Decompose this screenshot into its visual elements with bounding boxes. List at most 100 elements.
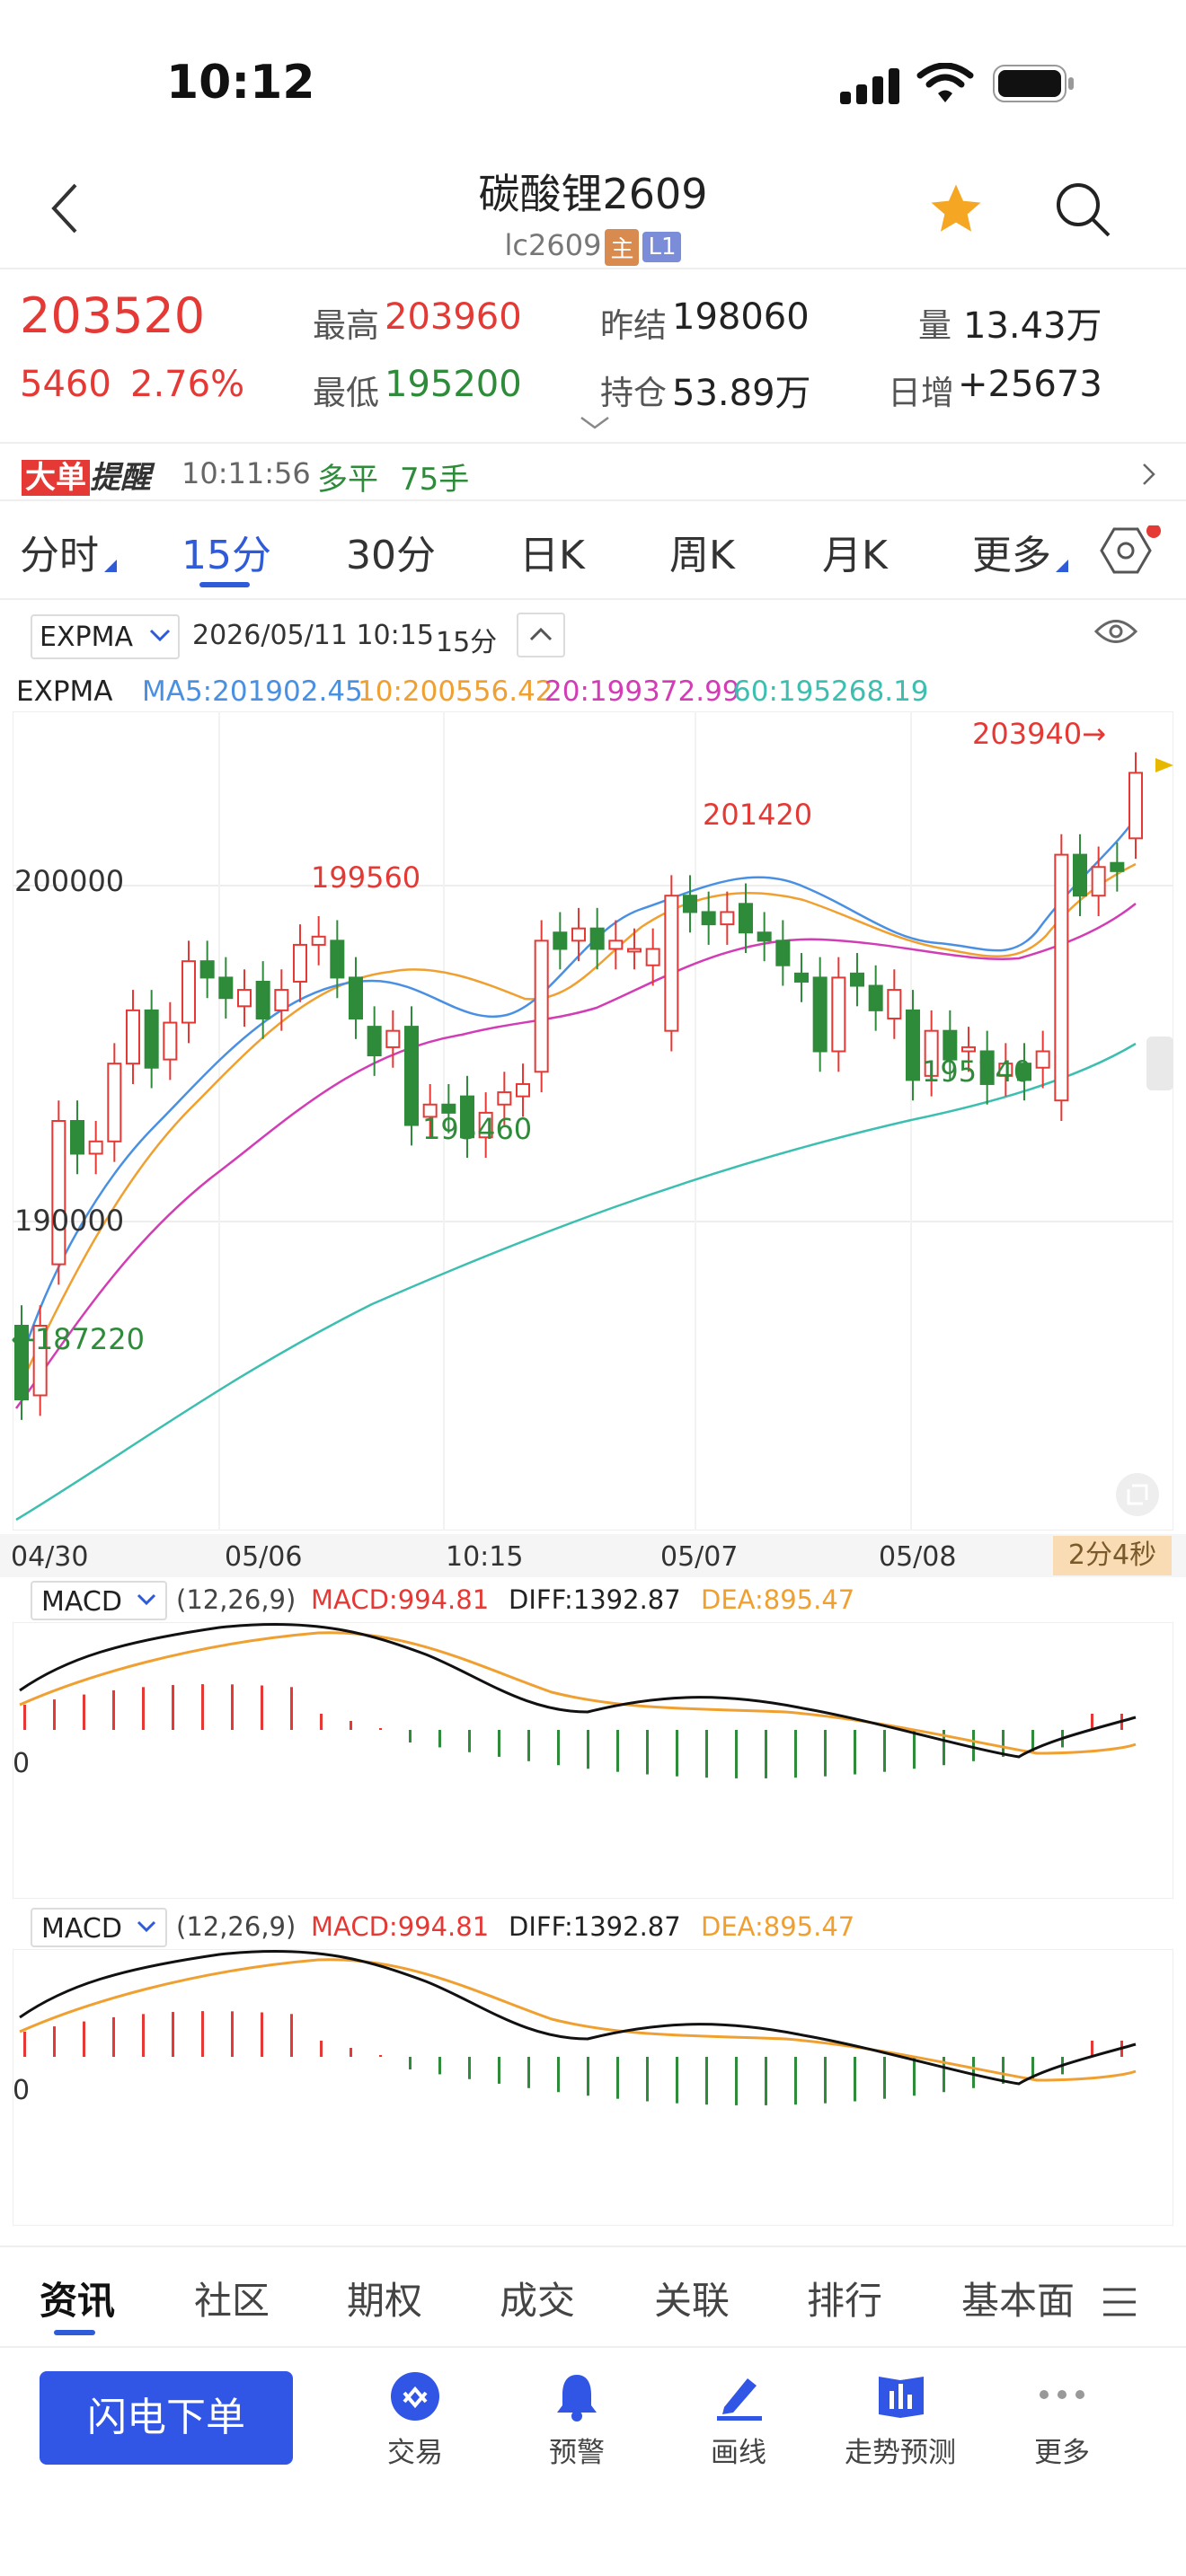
macd-bar: [1091, 1714, 1093, 1730]
x-tick-0508: 05/08: [879, 1541, 957, 1573]
macd-bar: [261, 2012, 263, 2057]
macd-bar: [943, 2057, 945, 2093]
current-price-marker: [1155, 758, 1173, 772]
bottom-tab-news[interactable]: 资讯: [40, 2279, 116, 2323]
bottom-tabs-menu-button[interactable]: [1102, 2287, 1137, 2321]
macd-bar: [972, 1730, 975, 1761]
bottom-tab-fundamentals[interactable]: 基本面: [961, 2279, 1075, 2323]
status-time: 10:12: [166, 56, 315, 110]
favorite-button[interactable]: [925, 180, 987, 243]
chart-settings-button[interactable]: [1098, 524, 1161, 581]
chevron-down-icon: [137, 1593, 156, 1606]
macd-bar: [350, 1721, 352, 1730]
candle: [199, 960, 215, 979]
macd-bar: [587, 1730, 589, 1769]
candle: [516, 1082, 530, 1098]
candle: [126, 1009, 140, 1065]
side-panel-handle[interactable]: [1146, 1037, 1173, 1090]
ema60-line: [15, 1042, 1137, 1522]
macd-bar: [83, 1694, 85, 1730]
candle: [1035, 1050, 1050, 1069]
bottom-tab-related[interactable]: 关联: [654, 2279, 730, 2323]
candle: [645, 948, 660, 966]
candle: [664, 895, 679, 1032]
expand-quote-button[interactable]: [580, 415, 610, 435]
star-icon: [931, 184, 981, 232]
macd-bar: [1091, 2041, 1093, 2057]
collapse-toolbar-button[interactable]: [517, 613, 565, 657]
candle: [739, 903, 753, 934]
alert-time: 10:11:56: [181, 456, 311, 490]
tab-timeshare[interactable]: 分时: [20, 533, 99, 578]
macd-chart-2[interactable]: [13, 1949, 1173, 2226]
search-button[interactable]: [1053, 180, 1114, 244]
tab-daily[interactable]: 日K: [519, 533, 585, 578]
tab-15min[interactable]: 15分: [181, 533, 271, 578]
macd-bar: [231, 1684, 234, 1730]
toolbar-trade[interactable]: 交易: [325, 2371, 505, 2470]
candle: [144, 1009, 159, 1069]
daily-increase-value: +25673: [958, 364, 1102, 405]
macd-bar: [646, 2057, 649, 2102]
page-title: 碳酸锂2609: [478, 170, 708, 218]
macd-bar: [498, 2057, 500, 2084]
bottom-tab-community[interactable]: 社区: [194, 2279, 270, 2323]
candlestick-chart[interactable]: [13, 711, 1173, 1531]
macd-bar: [83, 2021, 85, 2057]
bell-icon: [557, 2375, 597, 2422]
prev-settle-value: 198060: [672, 296, 810, 338]
candle: [906, 1009, 920, 1081]
legend-ma60: 60:195268.19: [733, 675, 929, 708]
tab-weekly[interactable]: 周K: [669, 533, 735, 578]
toolbar-trend-forecast[interactable]: 走势预测: [810, 2371, 990, 2470]
toolbar-more[interactable]: 更多: [972, 2371, 1152, 2470]
low-label: 最低: [313, 374, 379, 412]
chevron-left-icon: [51, 183, 77, 234]
diff-value-2: DIFF:1392.87: [509, 1911, 681, 1942]
macd-bar: [557, 1730, 560, 1766]
more-dots-icon: [1040, 2390, 1084, 2399]
candle: [924, 1029, 939, 1077]
macd-bar: [705, 1730, 708, 1778]
big-order-alert[interactable]: 大单 提醒 10:11:56 多平 75手: [0, 446, 1186, 499]
macd-histogram: [23, 2011, 1123, 2105]
indicator-selector[interactable]: EXPMA: [31, 614, 180, 659]
macd-bar: [172, 2012, 174, 2057]
bottom-tab-indicator: [54, 2330, 95, 2335]
bottom-tab-ranking[interactable]: 排行: [807, 2279, 883, 2323]
x-axis-bar: [0, 1534, 1186, 1577]
back-button[interactable]: [47, 180, 83, 241]
candle: [330, 940, 345, 979]
flash-order-button[interactable]: 闪电下单: [40, 2371, 293, 2465]
toolbar-draw[interactable]: 画线: [649, 2371, 828, 2470]
macd-bar: [854, 1730, 856, 1775]
macd-bar: [231, 2011, 234, 2057]
candle: [627, 948, 642, 953]
legend-ma5: MA5:201902.45: [142, 675, 363, 708]
zoom-button[interactable]: [1116, 1473, 1159, 1516]
candle: [14, 1325, 29, 1401]
macd-bar: [498, 1730, 500, 1757]
candle: [979, 1050, 995, 1085]
macd-bar: [913, 1730, 916, 1769]
macd-bar: [112, 1689, 115, 1730]
ema5-line: [14, 816, 1137, 1377]
toggle-visibility-button[interactable]: [1093, 616, 1138, 650]
low-label-193460: 193460: [422, 1112, 533, 1146]
tab-30min[interactable]: 30分: [346, 533, 436, 578]
macd-bar: [616, 1730, 619, 1772]
macd-selector-1[interactable]: MACD: [31, 1581, 167, 1620]
toolbar-alert[interactable]: 预警: [487, 2371, 667, 2470]
macd-bar: [172, 1685, 174, 1730]
toolbar-more-label: 更多: [1034, 2437, 1090, 2469]
x-tick-0507: 05/07: [660, 1541, 739, 1573]
macd-selector-2[interactable]: MACD: [31, 1908, 167, 1947]
bottom-tab-options[interactable]: 期权: [347, 2279, 423, 2323]
tab-more[interactable]: 更多: [972, 533, 1051, 578]
menu-icon: [1103, 2288, 1136, 2316]
bottom-tab-trades[interactable]: 成交: [500, 2279, 576, 2323]
tab-monthly[interactable]: 月K: [822, 533, 888, 578]
macd-bar: [53, 2026, 56, 2057]
candle: [274, 989, 289, 1011]
macd-chart-1[interactable]: [13, 1622, 1173, 1899]
